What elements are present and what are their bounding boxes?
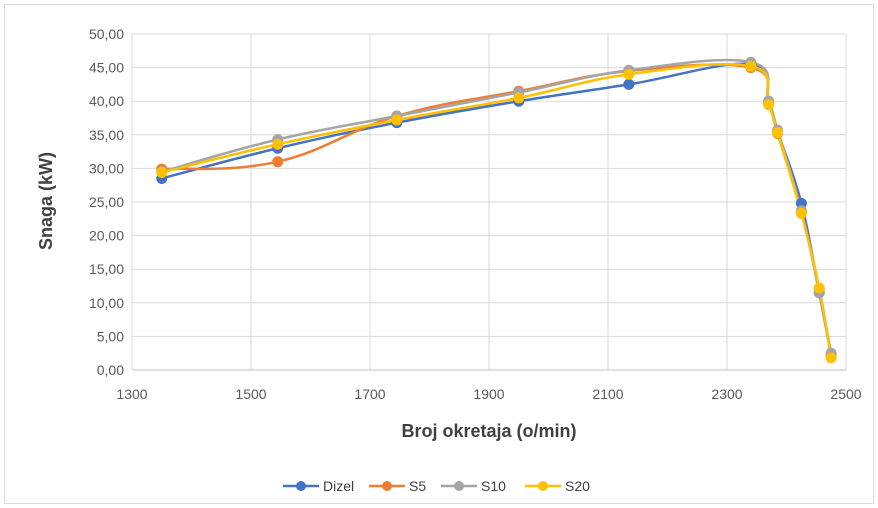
- x-tick-label: 2300: [711, 386, 742, 402]
- y-tick-label: 20,00: [89, 228, 124, 244]
- data-point-s20: [813, 282, 825, 294]
- series-line-s20: [160, 62, 833, 360]
- legend: Dizel S5 S10 S20: [283, 478, 590, 494]
- x-tick-label: 1900: [473, 386, 504, 402]
- data-point-s5: [272, 156, 284, 168]
- legend-label-s10: S10: [481, 478, 506, 494]
- chart-container: [4, 4, 874, 504]
- data-point-s20: [272, 138, 284, 150]
- y-tick-label: 30,00: [89, 160, 124, 176]
- y-tick-label: 40,00: [89, 93, 124, 109]
- data-point-s20: [763, 99, 775, 111]
- y-axis-title: Snaga (kW): [36, 152, 56, 250]
- data-point-s20: [156, 166, 168, 178]
- legend-label-s5: S5: [409, 478, 426, 494]
- series-line-dizel: [160, 62, 833, 356]
- y-tick-label: 10,00: [89, 295, 124, 311]
- data-point-s20: [623, 68, 635, 80]
- x-tick-label: 1300: [116, 386, 147, 402]
- legend-label-dizel: Dizel: [323, 478, 354, 494]
- x-axis-title: Broj okretaja (o/min): [401, 421, 576, 441]
- data-point-s20: [745, 60, 757, 72]
- x-tick-label: 1700: [354, 386, 385, 402]
- data-point-s20: [391, 114, 403, 126]
- y-tick-label: 0,00: [97, 362, 124, 378]
- y-tick-label: 35,00: [89, 127, 124, 143]
- data-point-s20: [772, 127, 784, 139]
- legend-marker-s10: [454, 481, 464, 491]
- gridlines: [131, 33, 847, 371]
- data-point-s20: [513, 92, 525, 104]
- data-point-s20: [825, 352, 837, 364]
- series-lines: [160, 58, 833, 360]
- legend-marker-s20: [538, 481, 548, 491]
- y-tick-label: 25,00: [89, 194, 124, 210]
- y-tick-label: 15,00: [89, 261, 124, 277]
- x-tick-label: 2100: [592, 386, 623, 402]
- legend-marker-dizel: [296, 481, 306, 491]
- series-points: [156, 56, 837, 364]
- y-axis-ticks: 0,00 5,00 10,00 15,00 20,00 25,00 30,00 35,00 40…: [89, 26, 124, 378]
- series-line-s5: [160, 63, 833, 358]
- y-tick-label: 5,00: [97, 328, 124, 344]
- y-tick-label: 50,00: [89, 26, 124, 42]
- data-point-s20: [795, 207, 807, 219]
- data-point-dizel: [623, 78, 635, 90]
- x-tick-label: 2500: [830, 386, 861, 402]
- y-tick-label: 45,00: [89, 60, 124, 76]
- x-tick-label: 1500: [235, 386, 266, 402]
- legend-label-s20: S20: [565, 478, 590, 494]
- legend-marker-s5: [382, 481, 392, 491]
- x-axis-ticks: 1300 1500 1700 1900 2100 2300 2500: [116, 386, 861, 402]
